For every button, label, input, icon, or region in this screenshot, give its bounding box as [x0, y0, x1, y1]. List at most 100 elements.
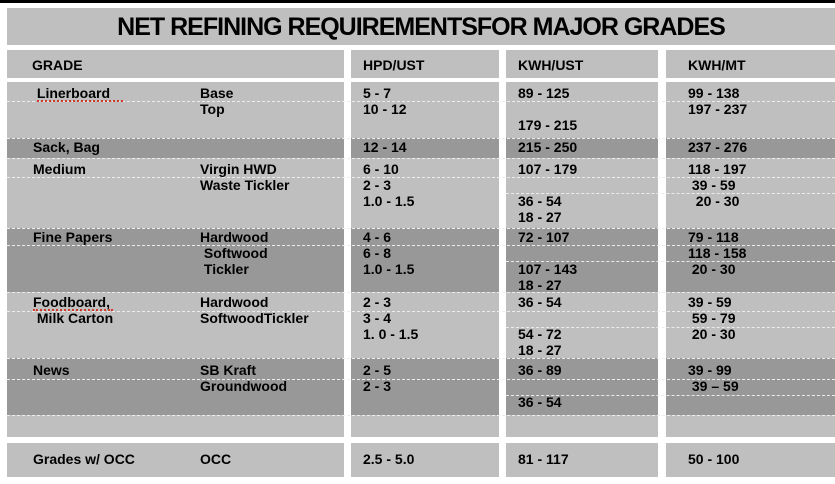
- kwh-mt-cell: 39 - 99 39 – 59: [688, 362, 739, 394]
- kwh-mt-cell: 118 - 197 39 - 59 20 - 30: [688, 161, 747, 209]
- column-gap: [658, 50, 666, 78]
- column-gap: [499, 228, 506, 292]
- subgrade-label: Hardwood Softwood Tickler: [200, 229, 269, 277]
- hpd-ust-cell: 2 - 3 3 - 4 1. 0 - 1.5: [363, 294, 419, 342]
- kwh-ust-cell: 36 - 89 36 - 54: [518, 362, 562, 410]
- hpd-ust-cell: 5 - 7 10 - 12: [363, 85, 407, 117]
- title-bar: NET REFINING REQUIREMENTSFOR MAJOR GRADE…: [7, 8, 835, 45]
- column-gap: [499, 358, 506, 415]
- dashed-separator: [506, 327, 835, 328]
- kwh-mt-cell: 99 - 138 197 - 237: [688, 85, 748, 117]
- grade-cell: Foodboard, Milk Carton Hardwood Softwood…: [7, 292, 344, 358]
- table-row-sack-bag: Sack, Bag 12 - 14 215 - 250 237 - 276: [7, 138, 835, 158]
- kwh-mt-cell: [666, 415, 835, 437]
- kwh-mt-cell: 79 - 118 118 - 158 20 - 30: [688, 229, 747, 277]
- column-gap: [344, 82, 351, 138]
- subgrade-label: [200, 139, 344, 158]
- kwh-ust-cell: 89 - 125 179 - 215: [518, 85, 578, 133]
- column-gap: [658, 415, 666, 437]
- hpd-ust-cell: 2.5 - 5.0: [363, 451, 415, 467]
- hpd-ust-cell: 6 - 10 2 - 3 1.0 - 1.5: [363, 161, 415, 209]
- dashed-separator: [7, 379, 835, 380]
- column-gap: [344, 158, 351, 228]
- header-row: GRADE HPD/UST KWH/UST KWH/MT: [7, 50, 835, 78]
- column-gap: [658, 82, 666, 138]
- slide-top-border: [0, 0, 835, 3]
- column-gap: [499, 138, 506, 158]
- dashed-separator: [7, 415, 835, 416]
- kwh-mt-cell: 237 - 276: [688, 139, 748, 155]
- column-gap: [344, 415, 351, 437]
- grade-cell: News SB Kraft Groundwood: [7, 358, 344, 415]
- spellcheck-underline: [33, 309, 113, 311]
- dashed-separator: [7, 311, 835, 312]
- spellcheck-underline: [37, 100, 123, 102]
- column-gap: [658, 138, 666, 158]
- spacer-row: [7, 415, 835, 437]
- table-row-medium: Medium Virgin HWD Waste Tickler 6 - 10 2…: [7, 158, 835, 228]
- table-row-grades-w-occ: Grades w/ OCC OCC 2.5 - 5.0 81 - 117 50 …: [7, 443, 835, 477]
- grade-cell: Fine Papers Hardwood Softwood Tickler: [7, 228, 344, 292]
- header-grade: GRADE: [7, 50, 344, 78]
- kwh-ust-cell: 36 - 54 54 - 72 18 - 27: [518, 294, 562, 358]
- column-gap: [499, 82, 506, 138]
- kwh-ust-cell: 107 - 179 36 - 54 18 - 27: [518, 161, 578, 225]
- kwh-ust-cell: 81 - 117: [518, 451, 569, 467]
- dashed-separator: [7, 101, 835, 102]
- grade-label: Linerboard: [33, 85, 111, 101]
- dashed-separator: [7, 158, 835, 159]
- subgrade-label: Virgin HWD Waste Tickler: [200, 161, 290, 193]
- column-gap: [658, 358, 666, 415]
- hpd-ust-cell: 12 - 14: [363, 139, 407, 155]
- grade-label: Sack, Bag: [33, 139, 100, 155]
- grade-label: Medium: [33, 161, 86, 177]
- column-gap: [658, 292, 666, 358]
- dashed-separator: [506, 395, 835, 396]
- column-gap: [499, 415, 506, 437]
- grade-label: Foodboard, Milk Carton: [33, 294, 114, 326]
- dashed-separator: [506, 193, 835, 194]
- subgrade-label: SB Kraft Groundwood: [200, 362, 288, 394]
- grade-label: News: [33, 362, 70, 378]
- kwh-ust-cell: [506, 415, 658, 437]
- table-row-linerboard: Linerboard Base Top 5 - 7 10 - 12 89 - 1…: [7, 82, 835, 138]
- dashed-separator: [7, 228, 835, 229]
- column-gap: [658, 228, 666, 292]
- dashed-separator: [7, 358, 835, 359]
- subgrade-label: Base Top: [200, 85, 234, 117]
- kwh-ust-cell: 72 - 107 107 - 143 18 - 27: [518, 229, 578, 292]
- dashed-separator: [7, 292, 835, 293]
- grade-cell: Medium Virgin HWD Waste Tickler: [7, 158, 344, 228]
- table-row-fine-papers: Fine Papers Hardwood Softwood Tickler 4 …: [7, 228, 835, 292]
- grade-cell: Grades w/ OCC OCC: [7, 443, 344, 477]
- grade-cell: [7, 415, 344, 437]
- refining-table: NET REFINING REQUIREMENTSFOR MAJOR GRADE…: [7, 8, 835, 477]
- slide-title: NET REFINING REQUIREMENTSFOR MAJOR GRADE…: [117, 13, 726, 41]
- hpd-ust-cell: 4 - 6 6 - 8 1.0 - 1.5: [363, 229, 415, 277]
- column-gap: [499, 443, 506, 477]
- column-gap: [344, 228, 351, 292]
- column-gap: [499, 50, 506, 78]
- grade-label: Grades w/ OCC: [33, 451, 135, 467]
- column-gap: [658, 443, 666, 477]
- column-gap: [344, 443, 351, 477]
- subgrade-label: Hardwood SoftwoodTickler: [200, 294, 309, 326]
- grade-cell: Linerboard Base Top: [7, 82, 344, 138]
- column-gap: [499, 292, 506, 358]
- column-gap: [344, 292, 351, 358]
- dashed-separator: [506, 261, 835, 262]
- subgrade-label: OCC: [200, 451, 232, 467]
- table-row-foodboard: Foodboard, Milk Carton Hardwood Softwood…: [7, 292, 835, 358]
- kwh-mt-cell: 39 - 59 59 - 79 20 - 30: [688, 294, 736, 342]
- grade-cell: Sack, Bag: [7, 138, 344, 158]
- dashed-separator: [7, 245, 835, 246]
- table-row-news: News SB Kraft Groundwood 2 - 5 2 - 3 36 …: [7, 358, 835, 415]
- header-kwh-mt: KWH/MT: [666, 50, 835, 78]
- column-gap: [499, 158, 506, 228]
- dashed-separator: [7, 138, 835, 139]
- column-gap: [344, 358, 351, 415]
- header-kwh-ust: KWH/UST: [506, 50, 658, 78]
- kwh-ust-cell: 215 - 250: [518, 139, 578, 155]
- grade-label: Fine Papers: [33, 229, 113, 245]
